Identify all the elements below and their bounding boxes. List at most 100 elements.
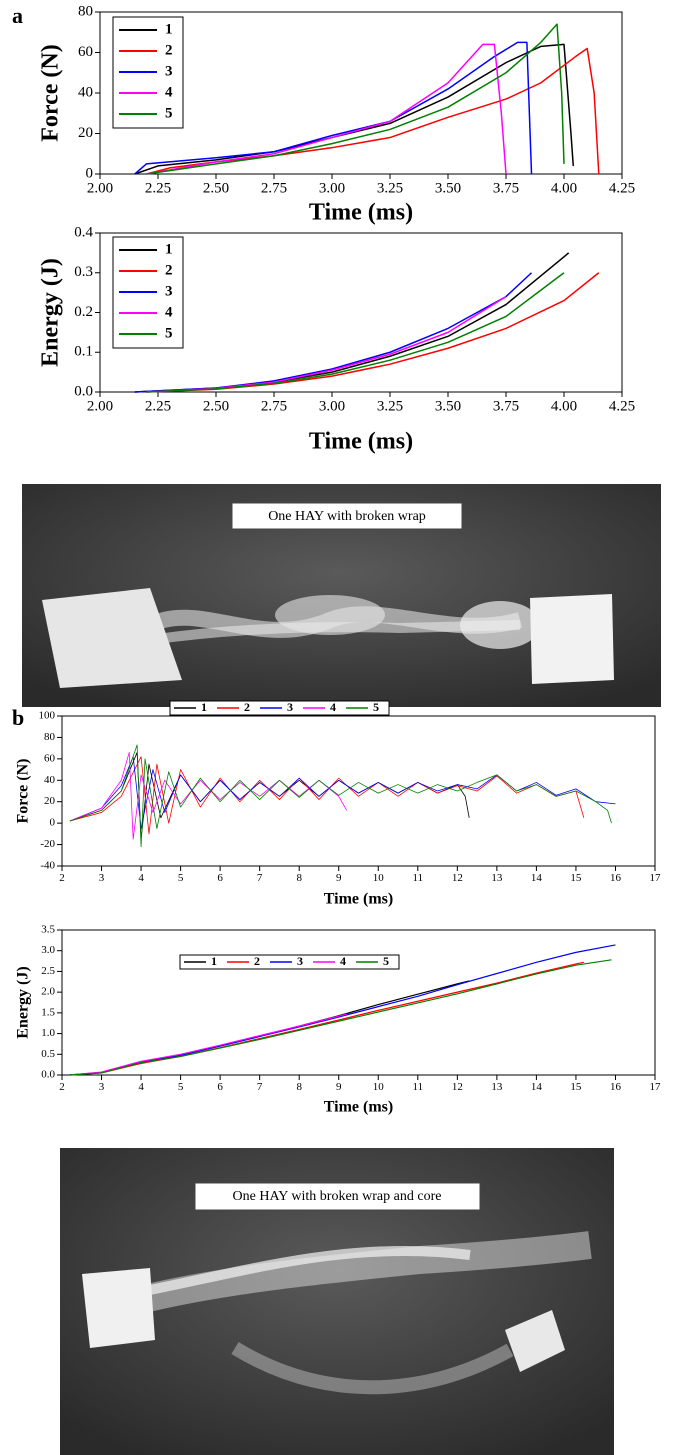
y-tick-label: 80	[44, 731, 56, 743]
x-tick-label: 8	[296, 1081, 302, 1093]
y-axis-label: Force (N)	[15, 759, 32, 824]
x-tick-label: 2.25	[145, 398, 171, 414]
x-axis-label: Time (ms)	[324, 1099, 393, 1116]
legend-label: 2	[254, 954, 260, 968]
x-tick-label: 8	[296, 872, 302, 884]
series-line	[146, 272, 600, 393]
x-tick-label: 12	[452, 1081, 463, 1093]
x-tick-label: 14	[531, 1081, 543, 1093]
x-tick-label: 6	[217, 1081, 223, 1093]
y-tick-label: 1.0	[41, 1027, 55, 1039]
y-tick-label: 60	[78, 44, 93, 60]
y-tick-label: 40	[44, 774, 56, 786]
y-tick-label: 60	[44, 752, 56, 764]
x-tick-label: 17	[650, 872, 662, 884]
series-line	[146, 272, 565, 393]
y-tick-label: 0.0	[41, 1069, 55, 1081]
x-tick-label: 12	[452, 872, 463, 884]
x-tick-label: 3.00	[319, 398, 345, 414]
series-line	[134, 252, 570, 393]
x-tick-label: 6	[217, 872, 223, 884]
y-tick-label: 2.5	[41, 965, 55, 977]
series-line	[69, 959, 612, 1076]
series-line	[134, 43, 575, 175]
x-tick-label: 3.50	[435, 398, 461, 414]
legend: 1 2 3 4 5	[112, 236, 184, 349]
legend-label: 3	[165, 63, 173, 79]
series-line	[134, 41, 533, 175]
x-tick-label: 2.00	[87, 398, 113, 414]
y-tick-label: 100	[39, 710, 56, 722]
y-tick-label: -20	[40, 838, 55, 850]
legend: 1 2 3 4 5	[169, 700, 390, 716]
legend-label: 5	[165, 105, 173, 121]
x-tick-label: 16	[610, 1081, 622, 1093]
x-tick-label: 10	[373, 1081, 385, 1093]
x-tick-label: 2.25	[145, 180, 171, 196]
x-tick-label: 15	[570, 872, 582, 884]
x-tick-label: 7	[257, 872, 263, 884]
legend-label: 3	[165, 283, 173, 299]
photo-caption: One HAY with broken wrap and core	[233, 1189, 442, 1204]
photo-caption: One HAY with broken wrap	[268, 509, 426, 524]
legend-label: 5	[165, 325, 173, 341]
x-tick-label: 17	[650, 1081, 662, 1093]
x-tick-label: 3.75	[493, 398, 519, 414]
x-tick-label: 3.50	[435, 180, 461, 196]
legend-label: 1	[201, 700, 207, 714]
y-tick-label: 0.3	[74, 264, 93, 280]
x-tick-label: 3.00	[319, 180, 345, 196]
y-tick-label: 0.0	[74, 383, 93, 399]
y-tick-label: 0.4	[74, 224, 93, 240]
x-tick-label: 10	[373, 872, 385, 884]
x-tick-label: 11	[413, 872, 424, 884]
x-tick-label: 3	[99, 1081, 105, 1093]
x-tick-label: 13	[491, 872, 503, 884]
x-axis-label: Time (ms)	[309, 200, 413, 226]
series-line	[69, 1013, 347, 1076]
x-tick-label: 4.25	[609, 398, 635, 414]
x-tick-label: 15	[570, 1081, 582, 1093]
x-tick-label: 2	[59, 1081, 65, 1093]
x-tick-label: 3	[99, 872, 105, 884]
legend-label: 3	[297, 954, 303, 968]
y-tick-label: 20	[44, 795, 56, 807]
legend-label: 3	[287, 700, 293, 714]
legend-label: 4	[340, 954, 346, 968]
y-tick-label: 3.5	[41, 924, 55, 936]
plot-frame	[99, 232, 623, 393]
photo: One HAY with broken wrap	[22, 484, 661, 707]
x-tick-label: 2.50	[203, 180, 229, 196]
legend-label: 5	[383, 954, 389, 968]
legend-label: 4	[165, 304, 173, 320]
y-tick-label: 0.5	[41, 1048, 55, 1060]
legend-label: 1	[165, 241, 173, 257]
y-tick-label: 80	[78, 3, 93, 19]
x-tick-label: 4.25	[609, 180, 635, 196]
legend-label: 2	[165, 262, 173, 278]
x-tick-label: 3.75	[493, 180, 519, 196]
legend: 1 2 3 4 5	[179, 954, 400, 970]
y-tick-label: 3.0	[41, 944, 55, 956]
photo: One HAY with broken wrap and core	[60, 1148, 614, 1455]
x-tick-label: 3.25	[377, 180, 403, 196]
y-tick-label: 40	[78, 84, 93, 100]
x-tick-label: 2.00	[87, 180, 113, 196]
y-tick-label: 0.1	[74, 344, 93, 360]
legend-label: 2	[244, 700, 250, 714]
series-line	[69, 756, 585, 835]
series-line	[146, 295, 507, 393]
series-line	[69, 980, 470, 1076]
x-tick-label: 3.25	[377, 398, 403, 414]
y-axis-label: Energy (J)	[15, 966, 32, 1038]
plot-frame	[61, 715, 656, 867]
x-tick-label: 7	[257, 1081, 263, 1093]
series-line	[69, 744, 612, 848]
y-tick-label: 2.0	[41, 986, 55, 998]
legend-label: 1	[165, 21, 173, 37]
y-axis-label: Energy (J)	[38, 258, 64, 367]
x-tick-label: 9	[336, 872, 342, 884]
x-tick-label: 2.75	[261, 180, 287, 196]
panel-label: b	[12, 705, 24, 730]
x-tick-label: 13	[491, 1081, 503, 1093]
